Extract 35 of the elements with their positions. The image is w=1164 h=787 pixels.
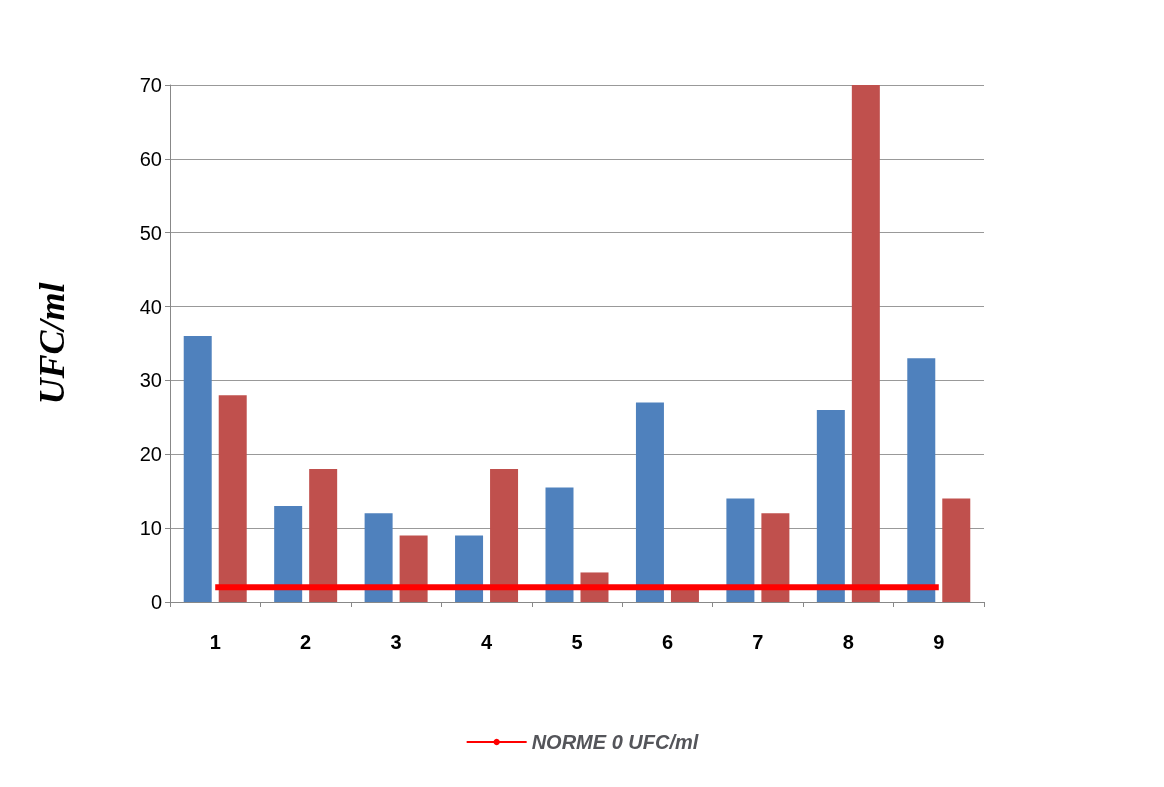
bar [183,336,212,602]
bar [399,535,428,602]
bar [726,498,755,602]
y-tick-label: 60 [139,147,162,170]
bar [942,498,971,602]
y-tick-label: 50 [139,221,162,244]
x-tick-label: 2 [300,631,312,653]
x-tick-label: 9 [933,631,945,653]
y-tick-label: 30 [139,369,162,392]
bar [455,535,484,602]
bar [545,487,574,602]
bar [364,513,393,602]
x-tick-label: 8 [842,631,854,653]
x-tick-label: 6 [661,631,674,653]
x-tick-label: 5 [571,631,583,653]
x-tick-label: 4 [480,631,493,653]
y-tick-label: 20 [139,443,162,466]
bar [635,402,664,602]
bar [816,409,845,602]
y-tick-label: 70 [139,74,162,96]
bar [218,395,247,602]
x-tick-label: 1 [209,631,221,653]
bar [309,469,338,602]
bar [761,513,790,602]
x-tick-label: 3 [390,631,402,653]
bar [274,505,303,602]
x-tick-label: 7 [752,631,764,653]
bar [851,85,880,602]
y-tick-label: 0 [150,591,162,613]
y-tick-label: 10 [139,517,162,540]
y-axis-title: UFC/ml [32,282,72,405]
y-tick-label: 40 [139,295,162,318]
bar [907,358,936,602]
legend-label: NORME 0 UFC/ml [531,731,699,753]
bar [490,469,519,602]
